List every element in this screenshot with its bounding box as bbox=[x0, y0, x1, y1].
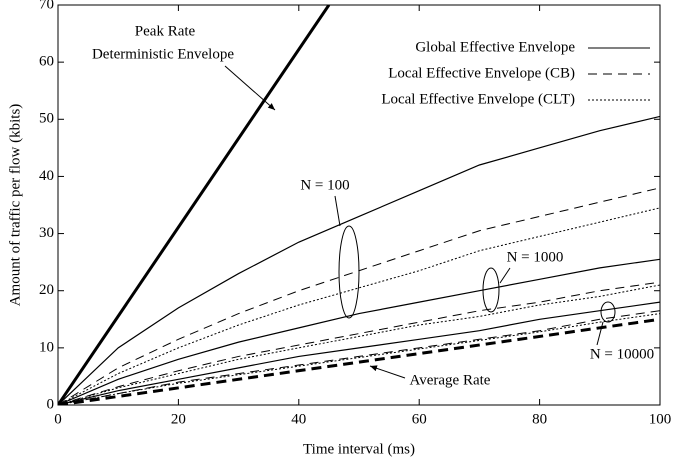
group-pointer bbox=[334, 195, 341, 227]
group-label: N = 1000 bbox=[507, 249, 564, 265]
annotation: Peak Rate bbox=[135, 23, 196, 39]
x-tick-label: 80 bbox=[532, 411, 547, 427]
envelope-line bbox=[58, 207, 660, 405]
legend-label: Global Effective Envelope bbox=[415, 39, 575, 55]
y-tick-label: 30 bbox=[39, 225, 54, 241]
group-ellipse bbox=[482, 267, 500, 313]
group-ellipse bbox=[600, 301, 616, 323]
arrow bbox=[369, 365, 406, 379]
x-tick-label: 20 bbox=[171, 411, 186, 427]
envelope-line bbox=[58, 310, 660, 405]
y-tick-label: 70 bbox=[39, 0, 54, 12]
group-label: N = 100 bbox=[300, 177, 349, 193]
y-tick-label: 40 bbox=[39, 168, 54, 184]
envelope-line bbox=[58, 301, 660, 405]
y-tick-label: 20 bbox=[39, 282, 54, 298]
peak-rate-line bbox=[58, 5, 331, 405]
envelope-line bbox=[58, 281, 660, 405]
legend-label: Local Effective Envelope (CB) bbox=[388, 65, 575, 81]
envelope-line bbox=[58, 258, 660, 405]
annotation: Average Rate bbox=[410, 372, 491, 388]
group-pointer bbox=[499, 267, 511, 284]
x-tick-label: 40 bbox=[291, 411, 306, 427]
envelope-line bbox=[58, 313, 660, 405]
arrow bbox=[224, 65, 276, 111]
legend-label: Local Effective Envelope (CLT) bbox=[381, 91, 575, 107]
group-ellipse bbox=[338, 225, 360, 319]
envelope-line bbox=[58, 284, 660, 405]
envelope-line bbox=[58, 187, 660, 405]
average-rate-line bbox=[58, 317, 660, 405]
x-tick-label: 0 bbox=[54, 411, 62, 427]
y-axis-title: Amount of traffic per flow (kbits) bbox=[7, 104, 23, 307]
x-axis-title: Time interval (ms) bbox=[303, 441, 415, 457]
envelope-line bbox=[58, 115, 660, 405]
group-pointer bbox=[596, 321, 604, 346]
y-tick-label: 0 bbox=[47, 396, 55, 412]
y-tick-label: 60 bbox=[39, 54, 54, 70]
group-label: N = 10000 bbox=[590, 346, 654, 362]
x-tick-label: 100 bbox=[649, 411, 672, 427]
plot-frame bbox=[57, 4, 661, 406]
y-tick-label: 50 bbox=[39, 111, 54, 127]
annotation: Deterministic Envelope bbox=[92, 46, 234, 62]
y-tick-label: 10 bbox=[39, 339, 54, 355]
x-tick-label: 60 bbox=[412, 411, 427, 427]
